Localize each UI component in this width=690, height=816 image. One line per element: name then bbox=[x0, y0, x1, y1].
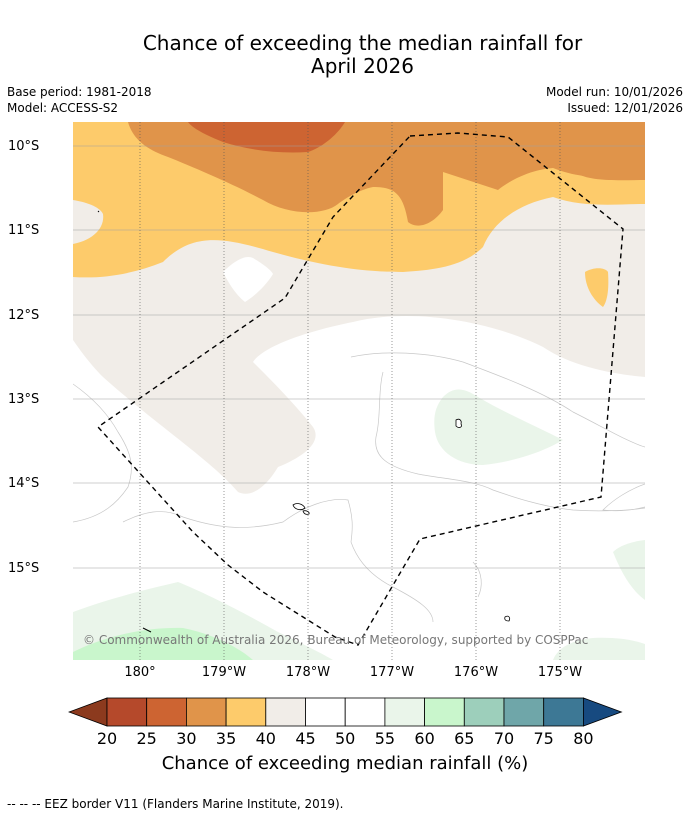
island-5 bbox=[97, 210, 100, 213]
colorbar-tick-label: 25 bbox=[136, 729, 157, 748]
meta-left: Base period: 1981-2018 Model: ACCESS-S2 bbox=[7, 84, 152, 116]
island-3 bbox=[455, 418, 462, 428]
island-2 bbox=[302, 510, 310, 515]
issued-date: Issued: 12/01/2026 bbox=[567, 101, 683, 115]
colorbar-tick-label: 35 bbox=[215, 729, 237, 748]
contour-lines bbox=[73, 352, 645, 623]
lon-label-175w: 175°W bbox=[537, 665, 583, 680]
colorbar-box bbox=[225, 697, 267, 727]
lon-label-180: 180° bbox=[124, 665, 156, 680]
colorbar-tick-label: 50 bbox=[335, 729, 356, 748]
colorbar-box bbox=[463, 697, 505, 727]
island-1 bbox=[292, 503, 306, 511]
meta-right: Model run: 10/01/2026 Issued: 12/01/2026 bbox=[546, 84, 683, 116]
colorbar-tick-label: 30 bbox=[176, 729, 197, 748]
region-yellow-patch-right bbox=[585, 268, 609, 307]
lat-label-12s: 12°S bbox=[8, 308, 40, 323]
island-4 bbox=[504, 615, 511, 622]
colorbar-tick-label: 45 bbox=[295, 729, 316, 748]
colorbar-tick-label: 40 bbox=[255, 729, 276, 748]
region-white-hole-1 bbox=[223, 256, 273, 302]
islands bbox=[292, 418, 511, 622]
colorbar-box bbox=[146, 697, 187, 727]
colorbar-extend-high bbox=[583, 697, 623, 727]
colorbar-box bbox=[344, 697, 386, 727]
region-35-40-right bbox=[470, 122, 645, 181]
colorbar-box bbox=[305, 697, 346, 727]
colorbar bbox=[68, 697, 623, 727]
lon-label-176w: 176°W bbox=[453, 665, 499, 680]
forecast-map bbox=[73, 122, 645, 660]
copyright-notice: © Commonwealth of Australia 2026, Bureau… bbox=[83, 633, 589, 647]
colorbar-box bbox=[186, 697, 227, 727]
title-line-2: April 2026 bbox=[311, 54, 414, 78]
colorbar-tick-label: 80 bbox=[573, 729, 594, 748]
lat-gridlines bbox=[73, 145, 645, 569]
colorbar-box bbox=[543, 697, 584, 727]
model-name: Model: ACCESS-S2 bbox=[7, 101, 119, 115]
colorbar-box bbox=[503, 697, 545, 727]
colorbar-tick-label: 70 bbox=[493, 729, 515, 748]
colorbar-extend-low bbox=[68, 697, 108, 727]
region-55-60-bottom-right bbox=[553, 637, 645, 660]
region-55-60-right-edge bbox=[613, 540, 645, 600]
colorbar-tick-label: 65 bbox=[454, 729, 475, 748]
lat-label-13s: 13°S bbox=[8, 392, 40, 407]
footer-note: -- -- -- EEZ border V11 (Flanders Marine… bbox=[7, 797, 344, 811]
lat-label-10s: 10°S bbox=[8, 139, 40, 154]
region-30-35 bbox=[188, 122, 345, 153]
colorbar-box bbox=[106, 697, 148, 727]
colorbar-tick-label: 60 bbox=[414, 729, 435, 748]
colorbar-title: Chance of exceeding median rainfall (%) bbox=[161, 753, 529, 774]
colorbar-boxes bbox=[68, 697, 623, 727]
colorbar-tick-label: 20 bbox=[96, 729, 118, 748]
region-white-patch-left bbox=[73, 200, 104, 244]
model-run: Model run: 10/01/2026 bbox=[545, 85, 683, 99]
island-6 bbox=[142, 627, 152, 633]
eez-border bbox=[96, 132, 624, 646]
lon-label-177w: 177°W bbox=[369, 665, 415, 680]
lat-label-15s: 15°S bbox=[8, 561, 40, 576]
lon-label-178w: 178°W bbox=[285, 665, 331, 680]
base-period: Base period: 1981-2018 bbox=[7, 85, 152, 99]
colorbar-box bbox=[424, 697, 465, 727]
lat-label-11s: 11°S bbox=[8, 223, 40, 238]
region-60-65-bottom-left bbox=[73, 627, 253, 660]
colorbar-tick-label: 55 bbox=[374, 729, 396, 748]
title-line-1: Chance of exceeding the median rainfall … bbox=[142, 31, 583, 55]
region-55-60-center bbox=[434, 389, 563, 465]
lon-label-179w: 179°W bbox=[201, 665, 247, 680]
lat-label-14s: 14°S bbox=[8, 476, 40, 491]
colorbar-tick-label: 75 bbox=[533, 729, 554, 748]
colorbar-box bbox=[384, 697, 425, 727]
map-title: Chance of exceeding the median rainfall … bbox=[0, 32, 690, 78]
colorbar-box bbox=[265, 697, 306, 727]
